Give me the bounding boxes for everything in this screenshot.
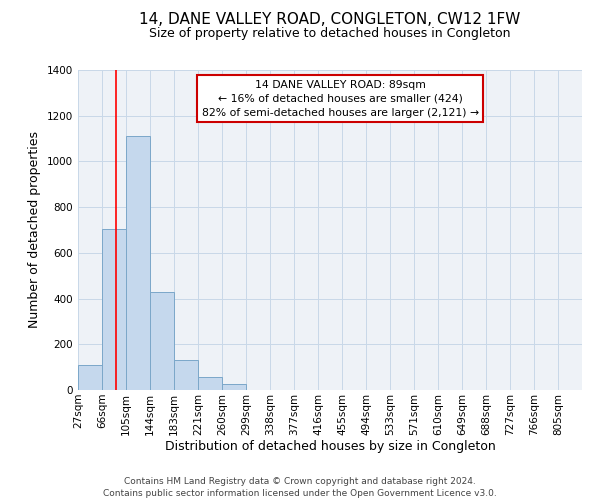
- X-axis label: Distribution of detached houses by size in Congleton: Distribution of detached houses by size …: [164, 440, 496, 454]
- Y-axis label: Number of detached properties: Number of detached properties: [28, 132, 41, 328]
- Bar: [198, 378, 222, 390]
- Bar: [126, 136, 150, 390]
- Text: Size of property relative to detached houses in Congleton: Size of property relative to detached ho…: [149, 28, 511, 40]
- Text: Contains HM Land Registry data © Crown copyright and database right 2024.
Contai: Contains HM Land Registry data © Crown c…: [103, 476, 497, 498]
- Bar: [174, 360, 198, 390]
- Bar: [150, 292, 174, 390]
- Text: 14 DANE VALLEY ROAD: 89sqm
← 16% of detached houses are smaller (424)
82% of sem: 14 DANE VALLEY ROAD: 89sqm ← 16% of deta…: [202, 80, 479, 118]
- Bar: [222, 384, 246, 390]
- Bar: [78, 365, 102, 390]
- Text: 14, DANE VALLEY ROAD, CONGLETON, CW12 1FW: 14, DANE VALLEY ROAD, CONGLETON, CW12 1F…: [139, 12, 521, 28]
- Bar: [102, 229, 126, 390]
